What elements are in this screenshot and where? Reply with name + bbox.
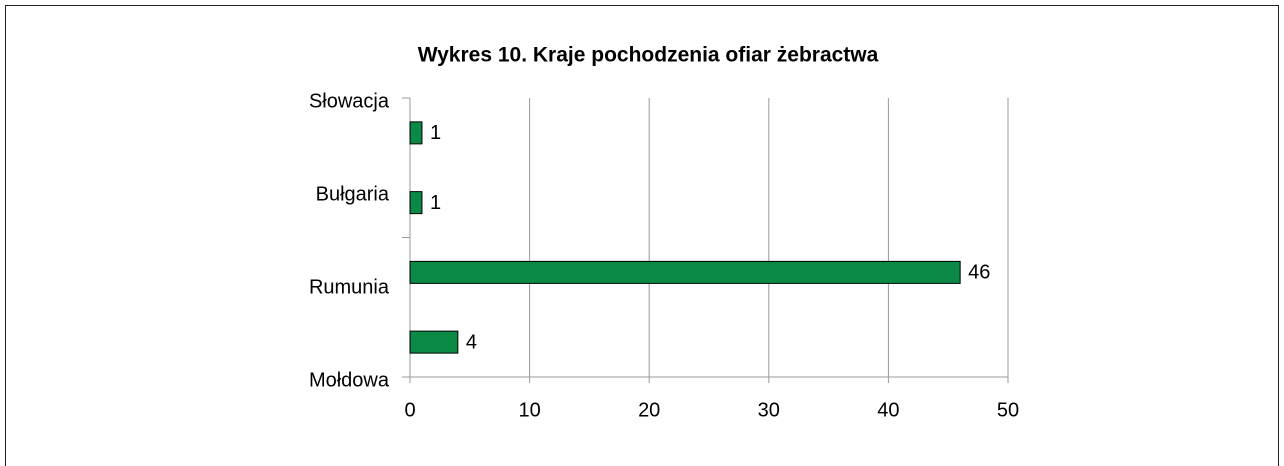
x-tick-label: 10 [518, 399, 540, 421]
value-label: 1 [430, 122, 441, 144]
value-label: 46 [968, 262, 990, 284]
y-tick-label: Mołdowa [309, 369, 390, 391]
x-tick-label: 0 [404, 399, 415, 421]
x-tick-label: 20 [638, 399, 660, 421]
y-tick-label: Słowacja [309, 90, 390, 112]
value-label: 1 [430, 192, 441, 214]
bar [409, 330, 459, 354]
frame [5, 5, 1279, 466]
bar [409, 260, 961, 284]
x-tick-label: 40 [877, 399, 899, 421]
bar [409, 191, 423, 215]
y-tick-label: Rumunia [309, 276, 390, 298]
x-tick-label: 50 [997, 399, 1019, 421]
y-tick-label: Bułgaria [316, 183, 390, 205]
chart-title: Wykres 10. Kraje pochodzenia ofiar żebra… [418, 44, 879, 67]
value-label: 4 [466, 331, 477, 353]
bar [409, 121, 423, 145]
x-tick-label: 30 [758, 399, 780, 421]
